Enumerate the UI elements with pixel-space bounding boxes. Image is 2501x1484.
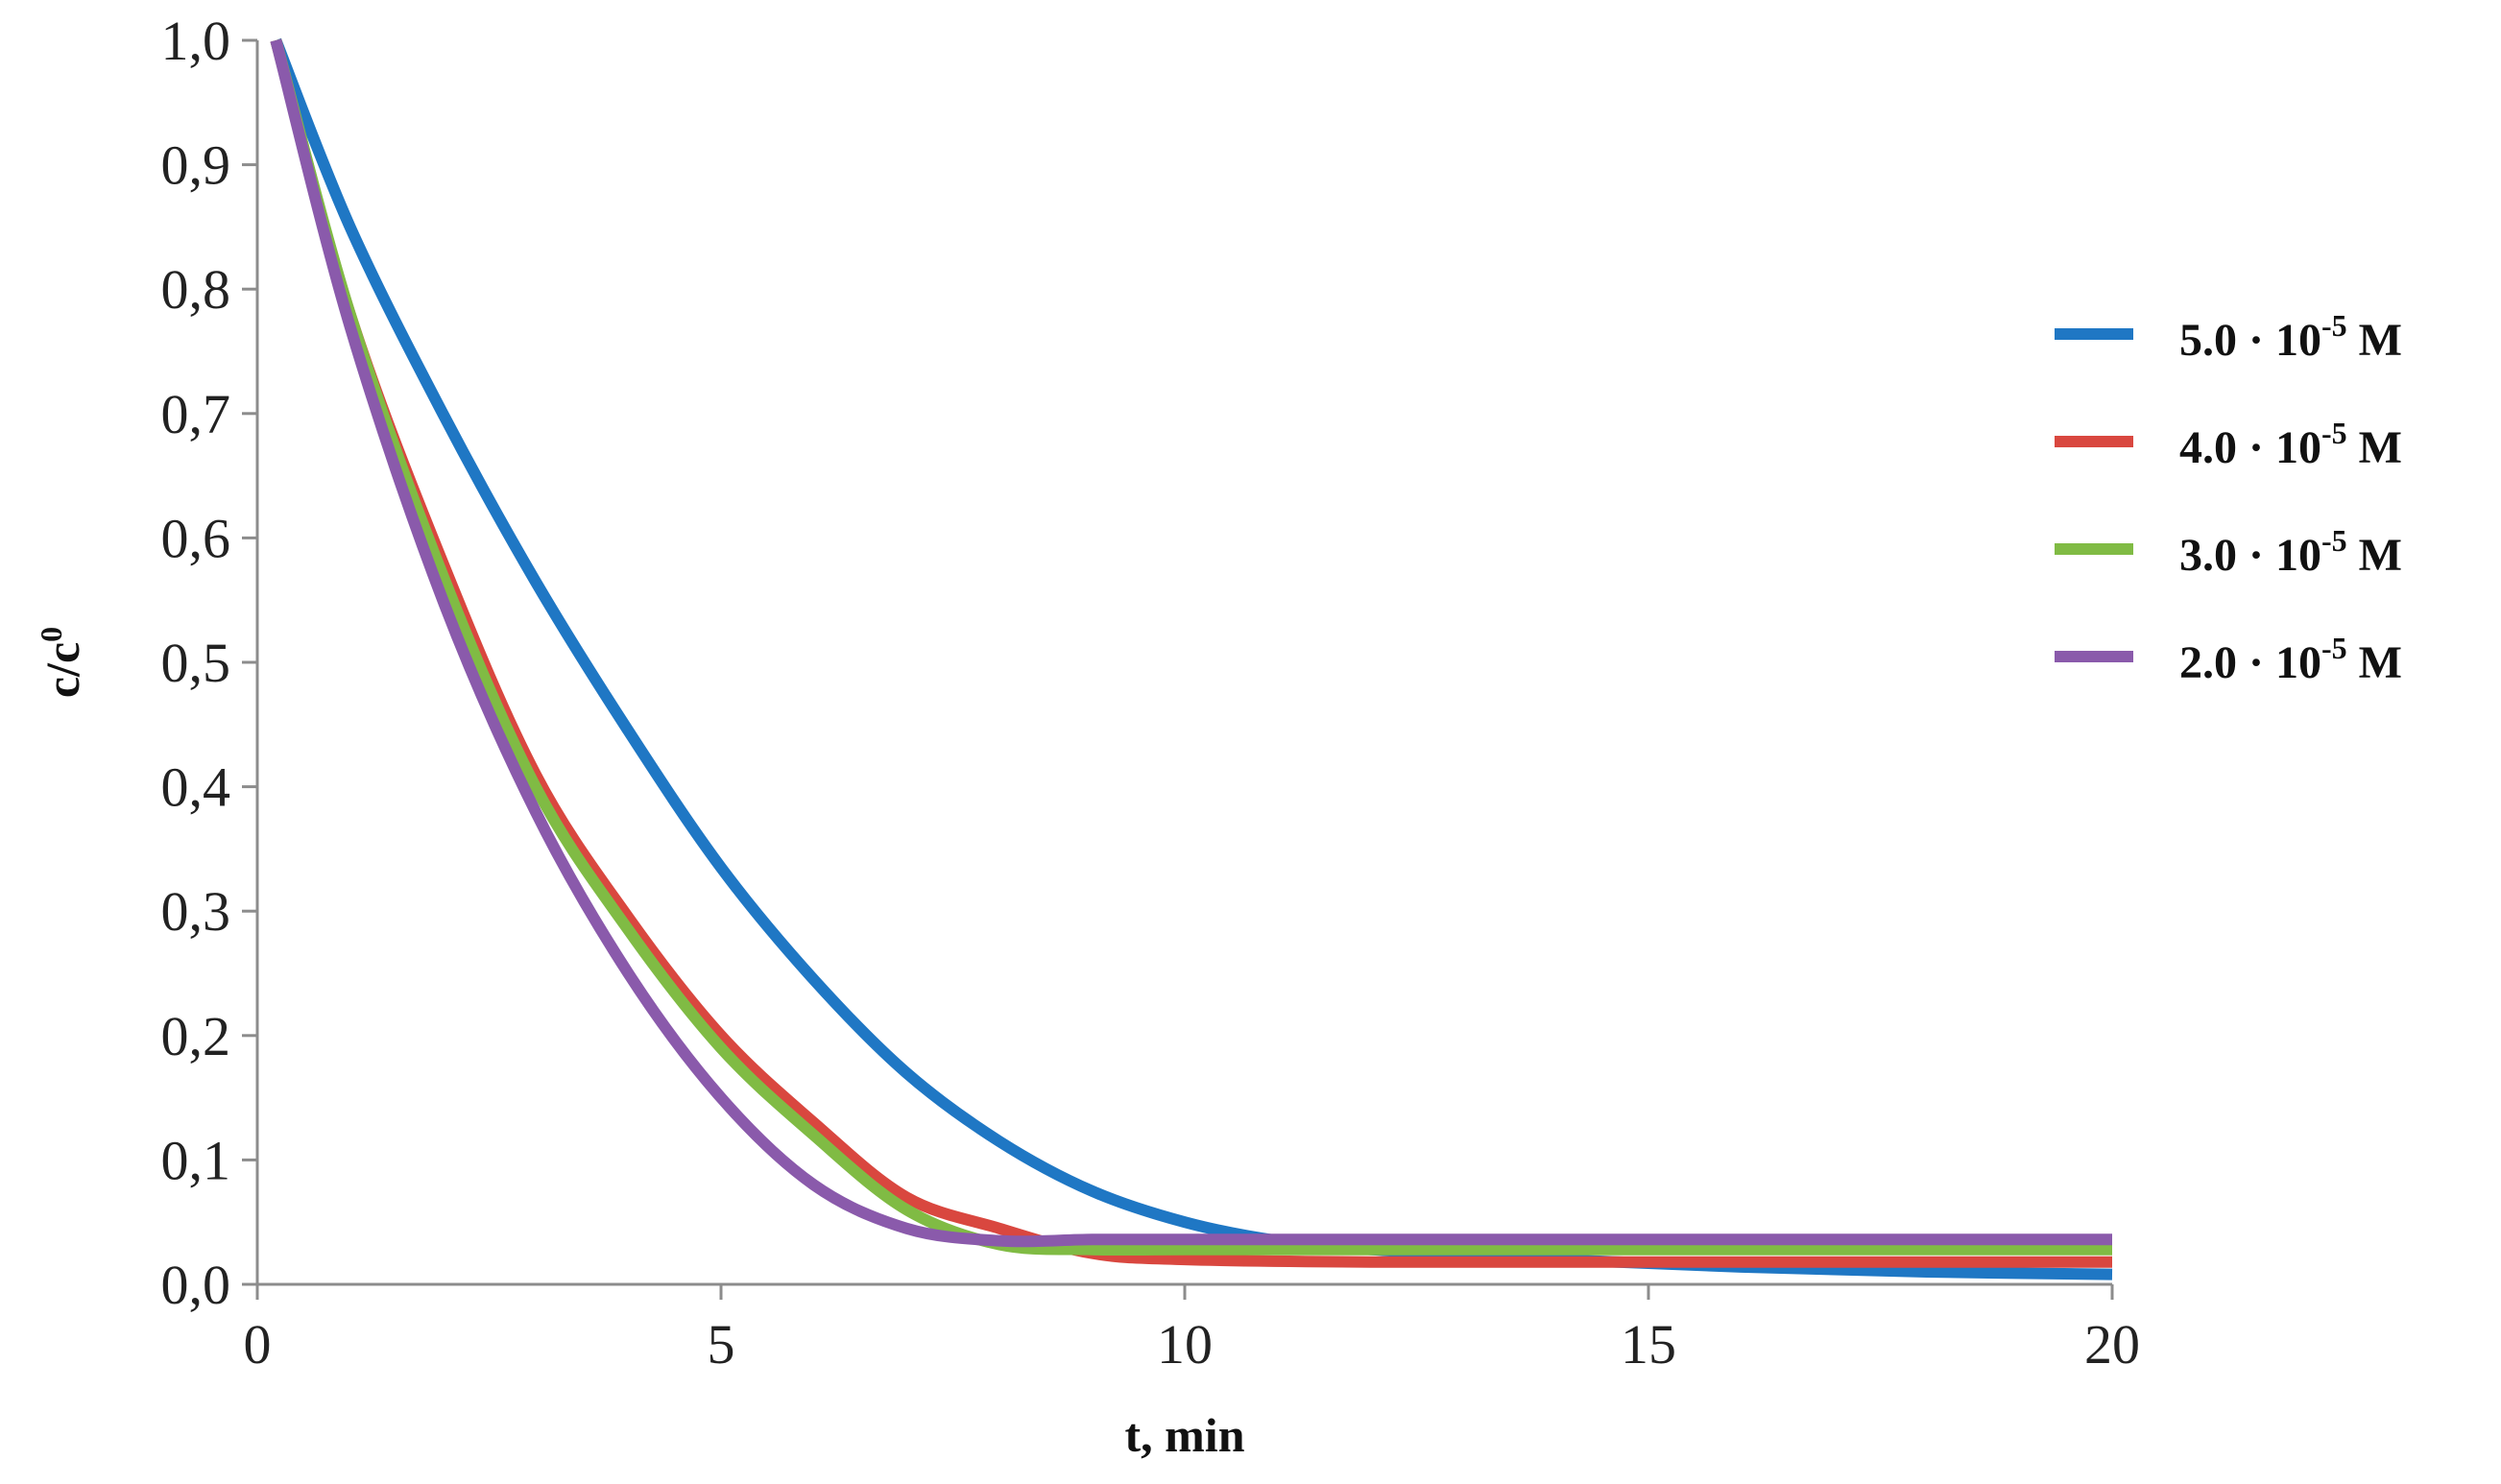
legend-label-2: 4.0 · 10-5 M [2179,416,2402,473]
y-tick-label: 0,3 [161,880,231,943]
y-tick-label: 0,4 [161,756,231,819]
legend-label-main: 2.0 · 10 [2179,637,2321,688]
y-axis-title-sup: 0 [34,627,68,642]
legend-label-main: 4.0 · 10 [2179,422,2321,473]
legend-label-sup: -5 [2321,523,2347,558]
y-tick-label: 1,0 [161,10,231,72]
y-tick-label: 0,5 [161,632,231,694]
y-tick-label: 0,8 [161,258,231,321]
legend-label-sup: -5 [2321,308,2347,343]
legend-label-3: 3.0 · 10-5 M [2179,523,2402,581]
legend-label-sup: -5 [2321,631,2347,665]
legend-label-main: 3.0 · 10 [2179,530,2321,581]
legend-label-4: 2.0 · 10-5 M [2179,631,2402,688]
series-line-3 [270,38,2112,1257]
x-axis-title: t, min [1125,1408,1245,1462]
x-tick-label: 0 [244,1313,272,1376]
x-tick-label: 15 [1621,1313,1676,1376]
legend-label-suffix: M [2347,637,2402,688]
series-line-1 [270,37,2113,1281]
axes [242,38,2114,1300]
legend: 5.0 · 10-5 M4.0 · 10-5 M3.0 · 10-5 M2.0 … [2055,308,2402,688]
legend-label-sup: -5 [2321,416,2347,450]
legend-label-suffix: M [2347,422,2402,473]
x-tick-label: 5 [708,1313,735,1376]
y-tick-label: 0,9 [161,134,231,197]
legend-label-main: 5.0 · 10 [2179,315,2321,366]
tick-labels: 0,0 0,1 0,2 0,3 0,4 0,5 0,6 0,7 0,8 0,9 1,0 0 5 10 15 2… [161,10,2141,1376]
y-tick-label: 0,7 [161,383,231,445]
legend-label-suffix: M [2347,315,2402,366]
y-tick-label: 0,1 [161,1129,231,1191]
x-tick-label: 20 [2084,1313,2140,1376]
y-tick-label: 0,0 [161,1254,231,1316]
y-axis-title: c/c0 [34,627,89,698]
y-axis-title-main: c/c [36,642,89,698]
series-line-4 [270,38,2112,1248]
x-tick-label: 10 [1157,1313,1213,1376]
y-tick-label: 0,2 [161,1005,231,1067]
series-layer [270,37,2113,1281]
series-line-2 [270,38,2112,1268]
legend-label-suffix: M [2347,530,2402,581]
y-tick-label: 0,6 [161,507,231,569]
legend-label-1: 5.0 · 10-5 M [2179,308,2402,366]
